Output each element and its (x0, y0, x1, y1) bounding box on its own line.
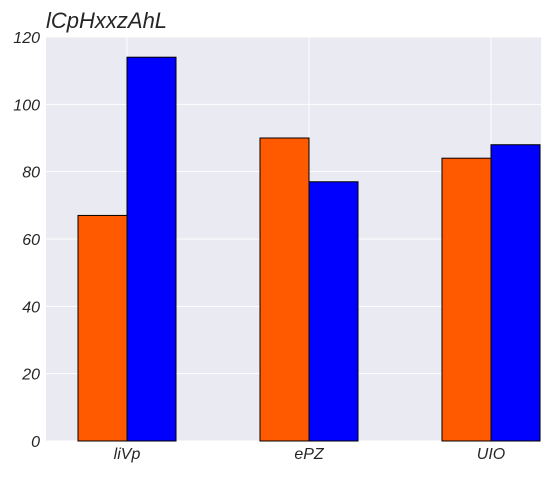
bar-UIO-series-2 (490, 144, 541, 442)
y-tick-label: 80 (22, 165, 40, 182)
bars (77, 56, 541, 442)
y-axis-ticks: 0 20 40 60 80 100 120 (13, 30, 40, 451)
bar-liVp-series-2 (126, 56, 177, 442)
x-tick-label: liVp (114, 446, 141, 463)
y-tick-label: 40 (22, 299, 40, 316)
bar-UIO-series-1 (441, 157, 492, 442)
bar-ePZ-series-1 (259, 137, 310, 442)
bar-liVp-series-1 (77, 214, 128, 442)
y-tick-label: 120 (13, 30, 40, 47)
y-tick-label: 60 (22, 232, 40, 249)
x-tick-label: UIO (477, 446, 505, 463)
bar-ePZ-series-2 (308, 181, 359, 442)
y-tick-label: 100 (13, 97, 40, 114)
x-axis-ticks: liVp ePZ UIO (114, 446, 506, 463)
x-tick-label: ePZ (294, 446, 325, 463)
chart-title: lCpHxxzAhL (46, 8, 167, 33)
y-tick-label: 20 (21, 367, 40, 384)
y-tick-label: 0 (31, 434, 40, 451)
